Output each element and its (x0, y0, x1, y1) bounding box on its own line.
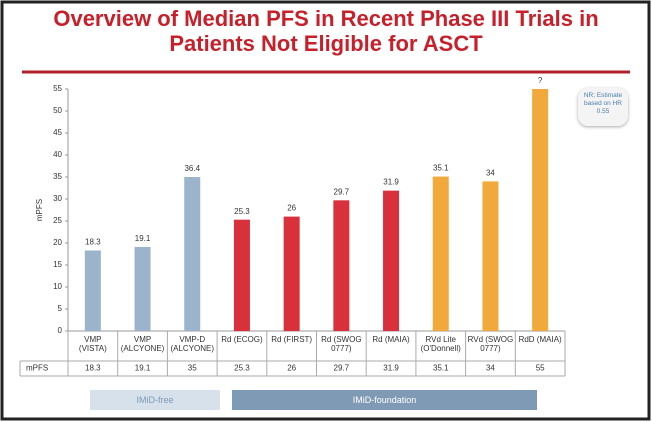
bar-label: 29.7 (334, 187, 350, 196)
table-value: 26 (287, 364, 296, 373)
y-axis-label: mPFS (35, 199, 44, 221)
y-tick-label: 20 (53, 238, 62, 247)
bar-label: 26 (287, 204, 296, 213)
y-tick-label: 50 (53, 106, 62, 115)
bar (84, 250, 101, 331)
x-tick-label: VMP (VISTA) (78, 335, 107, 353)
y-tick-label: 0 (58, 326, 63, 335)
table-value: 35.1 (433, 364, 449, 373)
bar-label: 25.3 (234, 207, 250, 216)
group-bar: IMiD-free (90, 390, 220, 410)
table-value: 25.3 (234, 364, 250, 373)
bar (532, 89, 549, 331)
table-value: 19.1 (135, 364, 151, 373)
y-tick-label: 40 (53, 150, 62, 159)
bar (482, 181, 499, 331)
x-tick-label: RVd Lite (O'Donnell) (420, 335, 461, 353)
table-value: 31.9 (383, 364, 399, 373)
chart-title: Overview of Median PFS in Recent Phase I… (53, 6, 599, 56)
bar-label: 31.9 (383, 178, 399, 187)
x-tick-label: VMP (ALCYONE) (120, 335, 165, 353)
table-value: 29.7 (334, 364, 350, 373)
y-tick-label: 35 (53, 172, 62, 181)
y-tick-label: 15 (53, 260, 62, 269)
y-tick-label: 45 (53, 128, 62, 137)
x-tick-label: Rd (ECOG) (221, 335, 263, 344)
table-value: 34 (486, 364, 495, 373)
x-tick-label: RdD (MAIA) (518, 335, 562, 344)
bar (233, 219, 250, 331)
bar-label: 35.1 (433, 164, 449, 173)
bar-label: 19.1 (135, 234, 151, 243)
y-tick-label: 30 (53, 194, 62, 203)
x-tick-label: Rd (SWOG 0777) (321, 335, 362, 353)
bar (184, 177, 201, 331)
x-tick-label: Rd (MAIA) (372, 335, 410, 344)
bar (283, 216, 300, 331)
y-tick-label: 25 (53, 216, 62, 225)
x-tick-label: VMP-D (ALCYONE) (170, 335, 215, 353)
y-tick-label: 55 (53, 84, 62, 93)
x-tick-label: Rd (FIRST) (271, 335, 313, 344)
bar (432, 176, 449, 331)
bar-label: 18.3 (85, 238, 101, 247)
bar (134, 246, 151, 331)
x-tick-label: RVd (SWOG 0777) (467, 335, 514, 353)
y-tick-label: 10 (53, 282, 62, 291)
group-bar: IMiD-foundation (232, 390, 537, 410)
table-value: 35 (188, 364, 197, 373)
table-row-label: mPFS (26, 364, 48, 373)
bar-label: 34 (486, 169, 495, 178)
bar-label: ? (538, 76, 543, 85)
bar-label: 36.4 (184, 164, 200, 173)
table-value: 55 (536, 364, 545, 373)
bar (383, 190, 400, 331)
bar (333, 200, 350, 331)
y-tick-label: 5 (58, 304, 63, 313)
annotation: NR; Estimate based on HR 0.55 (578, 88, 628, 126)
table-value: 18.3 (85, 364, 101, 373)
